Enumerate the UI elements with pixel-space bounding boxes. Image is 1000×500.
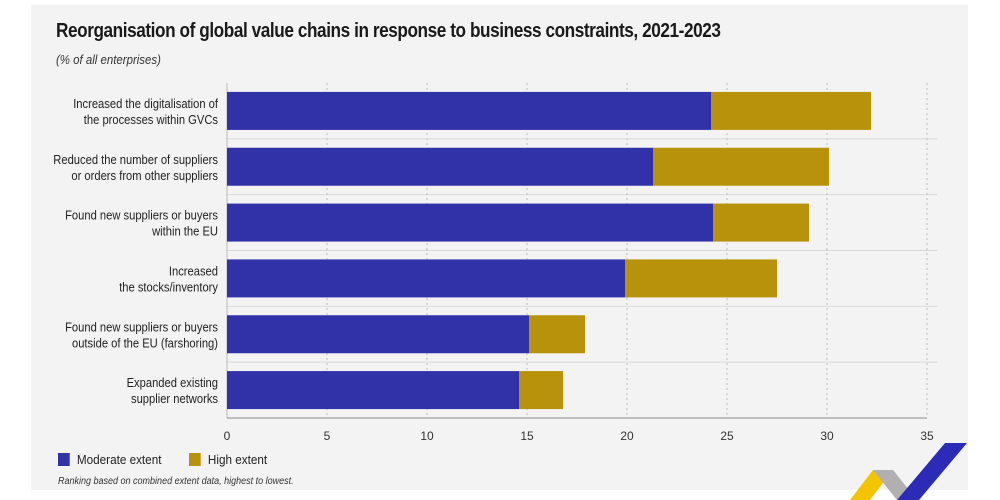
category-label: the stocks/inventory	[119, 279, 218, 294]
legend-swatch-moderate	[58, 453, 70, 466]
category-label: or orders from other suppliers	[71, 168, 218, 183]
bar-moderate	[227, 91, 711, 130]
bar-moderate	[227, 203, 713, 242]
legend-label-moderate: Moderate extent	[76, 452, 162, 467]
bar-high	[653, 147, 829, 186]
category-label: Reduced the number of suppliers	[53, 152, 218, 167]
chart-panel	[31, 5, 968, 490]
x-tick-label: 20	[620, 429, 634, 443]
legend-swatch-high	[188, 453, 201, 466]
chart-subtitle: (% of all enterprises)	[56, 52, 161, 67]
x-tick-label: 30	[820, 429, 834, 443]
category-label: the processes within GVCs	[84, 112, 219, 127]
category-label: within the EU	[151, 224, 218, 239]
legend: Moderate extent High extent	[58, 452, 292, 467]
bar-high	[625, 259, 777, 298]
bar-moderate	[227, 259, 625, 298]
bar-high	[529, 315, 585, 354]
category-label: supplier networks	[131, 391, 218, 406]
x-tick-label: 15	[520, 429, 534, 443]
category-label: outside of the EU (farshoring)	[72, 335, 218, 350]
x-tick-label: 35	[920, 429, 934, 443]
footnote: Ranking based on combined extent data, h…	[58, 476, 294, 487]
bar-high	[713, 203, 809, 242]
x-tick-label: 25	[720, 429, 734, 443]
x-tick-label: 0	[224, 429, 231, 443]
x-tick-label: 5	[324, 429, 331, 443]
category-label: Increased	[169, 263, 218, 278]
eurostat-logo-icon	[850, 443, 967, 500]
bar-moderate	[227, 147, 653, 186]
x-tick-label: 10	[420, 429, 434, 443]
bar-moderate	[227, 371, 519, 410]
bar-high	[711, 91, 871, 130]
category-label: Expanded existing	[127, 375, 218, 390]
category-label: Increased the digitalisation of	[73, 96, 218, 111]
category-label: Found new suppliers or buyers	[65, 208, 218, 223]
bar-high	[519, 371, 563, 410]
chart-title: Reorganisation of global value chains in…	[56, 20, 721, 42]
legend-item-high: High extent	[188, 452, 268, 467]
legend-label-high: High extent	[207, 452, 268, 467]
bar-moderate	[227, 315, 529, 354]
category-label: Found new suppliers or buyers	[65, 319, 218, 334]
legend-item-moderate: Moderate extent	[58, 452, 161, 467]
